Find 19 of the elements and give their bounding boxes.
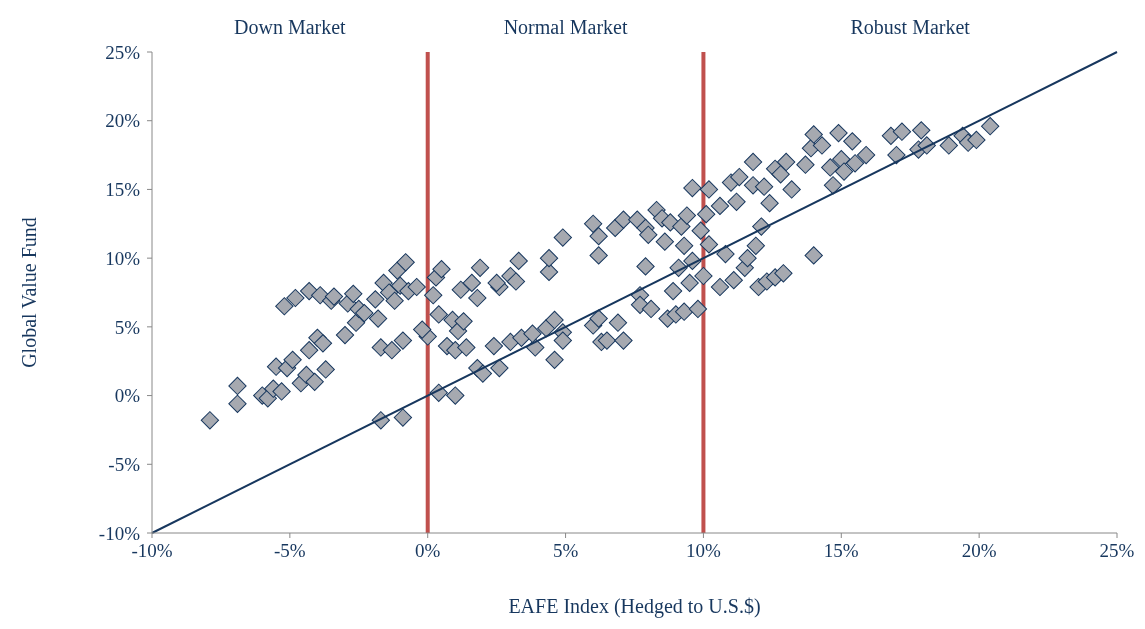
x-tick-label: 25% — [1099, 540, 1135, 561]
x-tick-label: 0% — [415, 540, 441, 561]
x-tick-label: 20% — [961, 540, 997, 561]
text: Down Market — [234, 16, 347, 38]
y-tick-label: 20% — [105, 110, 141, 132]
y-tick-label: 5% — [114, 316, 141, 338]
y-tick-label: 15% — [105, 179, 141, 201]
x-tick-label: 5% — [552, 540, 579, 561]
x-axis-title: EAFE Index (Hedged to U.S.$) — [508, 595, 761, 618]
x-tick-label: -5% — [274, 540, 306, 561]
x-tick-label: 10% — [686, 540, 722, 561]
y-tick-label: -5% — [108, 453, 141, 475]
y-tick-label: 10% — [105, 247, 141, 269]
y-axis-title: Global Value Fund — [18, 217, 40, 368]
text: Normal Market — [503, 16, 628, 38]
x-tick-label: 15% — [823, 540, 859, 561]
y-tick-label: 25% — [105, 41, 141, 63]
text: Robust Market — [850, 16, 971, 38]
y-tick-label: 0% — [114, 385, 141, 407]
